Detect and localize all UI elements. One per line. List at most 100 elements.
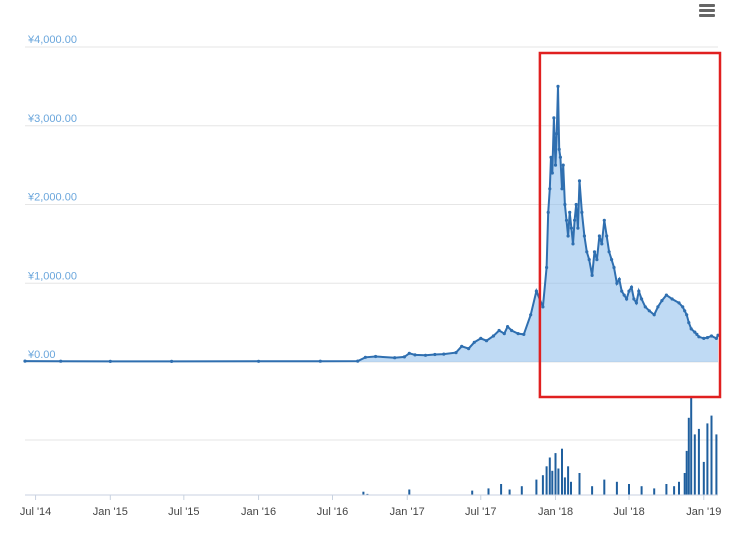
price-point: [170, 359, 174, 363]
price-point: [472, 340, 476, 344]
volume-bar: [366, 493, 369, 495]
volume-bar: [548, 457, 551, 495]
price-point: [560, 187, 564, 191]
volume-bar: [408, 489, 411, 495]
price-point: [552, 116, 556, 120]
highlight-box: [538, 51, 722, 399]
price-point: [664, 293, 669, 297]
volume-bar: [685, 450, 688, 495]
price-point: [454, 351, 458, 355]
price-point: [689, 327, 693, 331]
price-point: [497, 328, 501, 333]
price-point: [582, 234, 587, 238]
volume-bar: [678, 481, 680, 495]
price-point: [595, 258, 599, 262]
price-point: [620, 289, 624, 293]
volume-bar: [551, 470, 554, 496]
volume-bar: [715, 434, 718, 495]
price-point: [555, 132, 559, 136]
price-point: [600, 242, 604, 246]
price-point: [563, 202, 567, 207]
x-tick-label: Jul '16: [317, 506, 348, 518]
volume-bar: [570, 481, 572, 495]
x-tick-label: Jul '17: [465, 506, 496, 518]
price-point: [548, 187, 552, 191]
volume-bar: [690, 398, 693, 495]
price-point: [705, 336, 710, 340]
price-point: [580, 210, 584, 214]
price-point: [612, 265, 616, 270]
price-point: [502, 332, 506, 336]
volume-bar: [665, 484, 668, 495]
volume-bar: [640, 486, 643, 495]
price-point: [577, 179, 582, 183]
price-point: [549, 155, 553, 159]
x-tick-label: Jan '17: [390, 506, 425, 518]
price-point: [656, 305, 660, 309]
hamburger-menu-icon[interactable]: [695, 0, 719, 22]
price-point: [522, 332, 526, 336]
volume-bar: [535, 479, 538, 495]
price-point: [597, 234, 602, 238]
price-point: [402, 355, 406, 359]
price-point: [681, 305, 685, 309]
price-point: [709, 334, 714, 338]
x-tick-label: Jan '18: [538, 506, 573, 518]
volume-bar: [471, 490, 474, 495]
price-point: [627, 289, 631, 293]
volume-bar: [541, 475, 544, 495]
price-point: [59, 359, 63, 363]
volume-bar: [520, 486, 523, 495]
price-point: [393, 356, 397, 360]
price-point: [687, 321, 691, 325]
price-point: [574, 202, 578, 207]
price-point: [413, 353, 417, 357]
price-point: [607, 250, 611, 254]
price-series: [23, 84, 720, 363]
price-point: [605, 234, 609, 238]
price-point: [585, 250, 589, 254]
price-point: [590, 273, 594, 277]
price-point: [637, 289, 641, 293]
price-point: [510, 328, 514, 333]
price-point: [356, 359, 360, 363]
highlight-box: [538, 51, 722, 399]
price-point: [541, 305, 545, 309]
price-point: [571, 242, 575, 246]
price-point: [529, 313, 533, 317]
price-point: [553, 163, 558, 167]
price-point: [546, 210, 550, 214]
price-point: [556, 84, 560, 88]
y-tick-label: ¥3,000.00: [27, 113, 77, 125]
price-point: [23, 359, 27, 363]
volume-series: [362, 398, 718, 496]
price-point: [640, 297, 644, 301]
price-point: [647, 309, 651, 313]
volume-bar: [673, 486, 676, 495]
price-point: [557, 147, 561, 151]
y-axis: ¥4,000.00 ¥3,000.00 ¥2,000.00 ¥1,000.00 ¥0.0…: [27, 34, 77, 361]
price-point: [558, 155, 563, 159]
price-point: [610, 258, 614, 262]
volume-bar: [706, 423, 709, 495]
price-point: [561, 163, 565, 167]
y-tick-label: ¥2,000.00: [27, 192, 77, 204]
volume-bar: [710, 415, 713, 495]
x-tick-label: Jul '14: [20, 506, 51, 518]
y-tick-label: ¥1,000.00: [27, 270, 77, 282]
x-tick-label: Jul '18: [613, 506, 644, 518]
price-point: [545, 265, 549, 270]
price-point: [617, 277, 621, 281]
volume-bar: [487, 488, 490, 495]
volume-bar: [557, 468, 560, 495]
price-area: [25, 86, 718, 363]
price-point: [629, 285, 634, 289]
price-point: [569, 226, 574, 230]
price-point: [564, 218, 569, 222]
price-point: [576, 226, 580, 230]
volume-bar: [500, 484, 503, 495]
volume-bar: [567, 466, 570, 495]
volume-bar: [591, 486, 594, 495]
volume-bar: [683, 473, 686, 495]
